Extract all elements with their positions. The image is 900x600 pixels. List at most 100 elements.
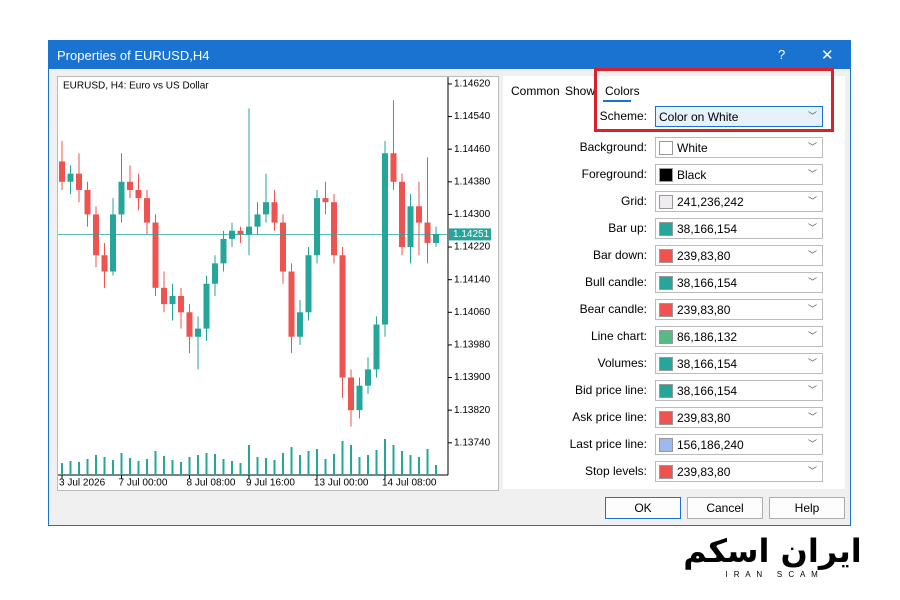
color-swatch [659,411,673,425]
color-select[interactable]: Black ﹀ [655,164,823,185]
color-value: 239,83,80 [677,411,731,425]
preview-panel: EURUSD, H4: Euro vs US Dollar 1.14620 1.1… [57,76,499,491]
scheme-select[interactable]: Color on White ﹀ [655,106,823,127]
candle-body [331,202,337,256]
color-value: 86,186,132 [677,330,738,344]
candle-body [390,153,397,182]
chart-title: EURUSD, H4: Euro vs US Dollar [63,81,209,92]
color-select[interactable]: 239,83,80 ﹀ [655,299,823,320]
dropdown-arrow: ﹀ [807,277,817,287]
candle-body [280,222,286,272]
color-select[interactable]: 38,166,154 ﹀ [655,218,823,239]
color-swatch [659,222,673,236]
candle-body [178,295,184,313]
volume-bar [409,455,412,475]
volume-bar [324,459,327,475]
volume-bar [78,462,80,475]
color-swatch [659,465,673,479]
y-tick-label: 1.14220 [454,242,491,253]
color-value: 38,166,154 [677,357,738,371]
candle-body [263,202,269,215]
dropdown-arrow: ﹀ [807,304,817,314]
dropdown-arrow: ﹀ [807,385,817,395]
color-swatch [659,141,673,155]
button[interactable]: Help [769,497,845,519]
candle-body [382,153,388,325]
color-select[interactable]: 38,166,154 ﹀ [655,353,823,374]
color-select[interactable]: 239,83,80 ﹀ [655,461,823,482]
scheme-value: Color on White [659,110,739,124]
volume-bar [358,457,361,475]
tab[interactable]: Common [511,84,560,98]
color-label: Bar down: [592,248,647,262]
x-tick-label: 8 Jul 08:00 [187,478,236,489]
color-select[interactable]: 38,166,154 ﹀ [655,380,823,401]
button[interactable]: Cancel [687,497,763,519]
color-label: Last price line: [569,437,647,451]
tab[interactable]: Colors [605,84,640,98]
dropdown-arrow: ﹀ [807,111,817,121]
x-tick-label: 13 Jul 00:00 [314,478,369,489]
volume-bar [214,454,216,475]
candle-body [246,226,252,235]
color-select[interactable]: 86,186,132 ﹀ [655,326,823,347]
color-swatch [659,438,673,452]
candle-body [356,385,363,411]
color-select[interactable]: 239,83,80 ﹀ [655,245,823,266]
volume-bar [435,465,437,475]
candle-body [93,214,99,256]
color-value: 241,236,242 [677,195,744,209]
candle-body [144,198,150,223]
color-select[interactable]: White ﹀ [655,137,823,158]
window-title: Properties of EURUSD,H4 [57,48,210,63]
candle-body [339,255,346,378]
candle-body [135,189,142,199]
candle-body [254,214,261,227]
color-value: 38,166,154 [677,222,738,236]
color-value: 38,166,154 [677,384,738,398]
dropdown-arrow: ﹀ [807,250,817,260]
volume-bar [418,457,420,475]
volume-bar [231,461,233,475]
y-tick-label: 1.13820 [454,405,491,416]
color-value: White [677,141,708,155]
volume-bar [197,455,199,475]
candle-body [348,377,354,411]
candle-body [118,181,125,215]
color-label: Stop levels: [584,464,647,478]
tab[interactable]: Show [565,84,596,98]
volume-bar [137,461,140,475]
candle-body [314,198,320,256]
watermark: ایران اسکم I R A N S C A M [665,532,880,579]
color-select[interactable]: 239,83,80 ﹀ [655,407,823,428]
y-tick-label: 1.14540 [454,111,491,122]
volume-bar [341,441,344,475]
help-button[interactable]: ? [778,47,786,62]
color-swatch [659,384,673,398]
volume-bar [401,451,403,475]
candle-body [110,214,116,272]
volume-bar [188,457,191,475]
y-tick-label: 1.14380 [454,176,491,187]
close-button[interactable]: ✕ [821,47,834,64]
y-tick-label: 1.14620 [454,79,491,90]
candle-body [271,202,278,223]
candle-body [152,222,159,288]
color-value: 239,83,80 [677,465,731,479]
volume-bar [307,451,310,475]
button[interactable]: OK [605,497,681,519]
volume-bar [248,445,250,475]
color-select[interactable]: 156,186,240 ﹀ [655,434,823,455]
candle-body [229,230,235,239]
candle-body [84,189,91,215]
volume-bar [171,460,174,475]
volume-bar [239,463,242,475]
candle-body [424,222,431,243]
color-select[interactable]: 241,236,242 ﹀ [655,191,823,212]
volume-bar [350,445,352,475]
x-tick-label: 3 Jul 2026 [59,478,106,489]
color-select[interactable]: 38,166,154 ﹀ [655,272,823,293]
dropdown-arrow: ﹀ [807,358,817,368]
candle-body [67,173,74,182]
